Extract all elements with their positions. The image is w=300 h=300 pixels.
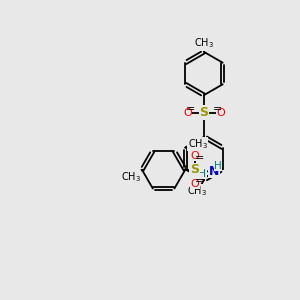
Text: H: H [214, 161, 222, 171]
Text: CH$_3$: CH$_3$ [121, 170, 141, 184]
Text: O: O [183, 107, 192, 118]
Text: CH$_3$: CH$_3$ [188, 137, 208, 151]
Text: S: S [190, 163, 200, 176]
Text: =: = [212, 104, 222, 114]
Text: CH$_3$: CH$_3$ [188, 184, 207, 198]
Text: =: = [195, 176, 204, 187]
Text: O: O [216, 107, 225, 118]
Text: OH: OH [189, 169, 206, 179]
Text: O: O [191, 179, 200, 189]
Text: =: = [186, 104, 196, 114]
Text: CH$_3$: CH$_3$ [194, 37, 214, 50]
Text: =: = [195, 153, 204, 163]
Text: N: N [209, 165, 220, 178]
Text: O: O [191, 151, 200, 161]
Text: S: S [200, 106, 208, 119]
